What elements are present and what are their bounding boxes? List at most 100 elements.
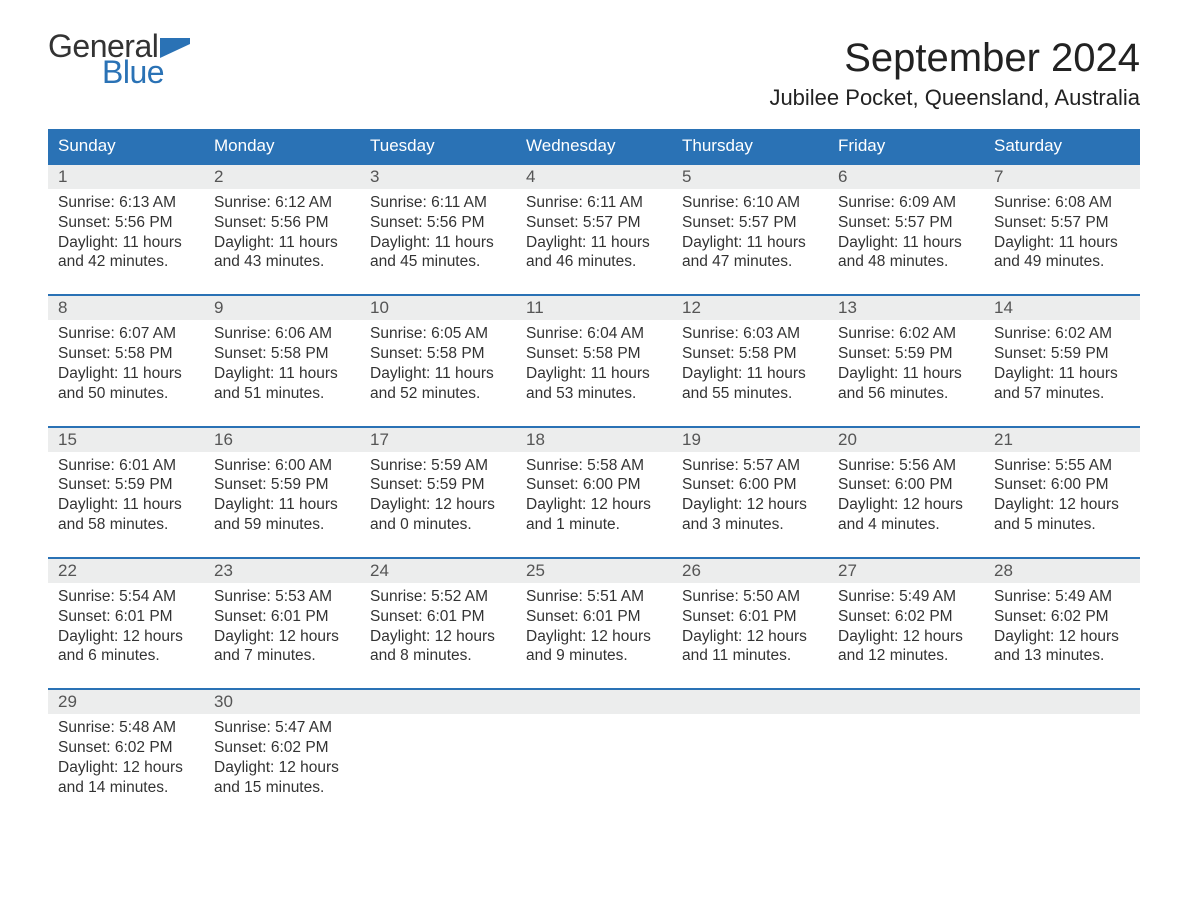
day-sunset: Sunset: 5:59 PM [214,475,350,495]
day-body: Sunrise: 5:49 AMSunset: 6:02 PMDaylight:… [984,583,1130,666]
day-dl1: Daylight: 11 hours [370,233,506,253]
logo-word2: Blue [102,56,190,88]
week-body-row: Sunrise: 6:07 AMSunset: 5:58 PMDaylight:… [48,320,1140,403]
day-body: Sunrise: 6:12 AMSunset: 5:56 PMDaylight:… [204,189,350,272]
week-body-row: Sunrise: 6:01 AMSunset: 5:59 PMDaylight:… [48,452,1140,535]
day-dl1: Daylight: 11 hours [682,233,818,253]
day-number: 8 [48,296,204,320]
day-cell: Sunrise: 5:52 AMSunset: 6:01 PMDaylight:… [360,583,516,666]
day-sunset: Sunset: 5:59 PM [370,475,506,495]
day-cell [828,714,984,797]
weekday-header: Sunday [48,129,204,163]
day-dl1: Daylight: 11 hours [370,364,506,384]
day-sunrise: Sunrise: 6:12 AM [214,193,350,213]
day-sunrise: Sunrise: 6:04 AM [526,324,662,344]
day-number: 27 [828,559,984,583]
day-dl2: and 7 minutes. [214,646,350,666]
day-sunset: Sunset: 5:59 PM [58,475,194,495]
day-dl1: Daylight: 11 hours [214,495,350,515]
day-cell: Sunrise: 5:59 AMSunset: 5:59 PMDaylight:… [360,452,516,535]
day-sunset: Sunset: 6:01 PM [370,607,506,627]
day-number: 25 [516,559,672,583]
day-dl1: Daylight: 11 hours [58,364,194,384]
day-body: Sunrise: 6:00 AMSunset: 5:59 PMDaylight:… [204,452,350,535]
daynum-band: 15161718192021 [48,428,1140,452]
day-cell: Sunrise: 6:11 AMSunset: 5:57 PMDaylight:… [516,189,672,272]
day-cell [360,714,516,797]
day-cell [672,714,828,797]
day-body: Sunrise: 6:11 AMSunset: 5:56 PMDaylight:… [360,189,506,272]
week-body-row: Sunrise: 6:13 AMSunset: 5:56 PMDaylight:… [48,189,1140,272]
day-number: 24 [360,559,516,583]
day-number [672,690,828,714]
calendar-week: 891011121314Sunrise: 6:07 AMSunset: 5:58… [48,294,1140,403]
calendar-week: 2930Sunrise: 5:48 AMSunset: 6:02 PMDayli… [48,688,1140,797]
daynum-band: 22232425262728 [48,559,1140,583]
day-sunset: Sunset: 6:01 PM [58,607,194,627]
day-body: Sunrise: 6:05 AMSunset: 5:58 PMDaylight:… [360,320,506,403]
day-sunset: Sunset: 6:02 PM [58,738,194,758]
day-body: Sunrise: 5:58 AMSunset: 6:00 PMDaylight:… [516,452,662,535]
day-dl1: Daylight: 12 hours [994,495,1130,515]
day-dl1: Daylight: 12 hours [58,627,194,647]
day-cell: Sunrise: 6:07 AMSunset: 5:58 PMDaylight:… [48,320,204,403]
day-dl1: Daylight: 12 hours [370,627,506,647]
day-sunset: Sunset: 6:01 PM [214,607,350,627]
day-cell: Sunrise: 5:49 AMSunset: 6:02 PMDaylight:… [828,583,984,666]
day-cell: Sunrise: 6:02 AMSunset: 5:59 PMDaylight:… [828,320,984,403]
day-cell: Sunrise: 5:49 AMSunset: 6:02 PMDaylight:… [984,583,1140,666]
day-number [360,690,516,714]
page-header: General Blue September 2024 Jubilee Pock… [48,30,1140,123]
day-body: Sunrise: 6:13 AMSunset: 5:56 PMDaylight:… [48,189,194,272]
day-number [984,690,1140,714]
day-sunrise: Sunrise: 5:54 AM [58,587,194,607]
day-sunrise: Sunrise: 5:57 AM [682,456,818,476]
day-sunrise: Sunrise: 6:02 AM [994,324,1130,344]
day-dl2: and 56 minutes. [838,384,974,404]
day-sunrise: Sunrise: 5:49 AM [994,587,1130,607]
day-dl1: Daylight: 12 hours [994,627,1130,647]
day-dl2: and 6 minutes. [58,646,194,666]
day-number: 7 [984,165,1140,189]
day-cell: Sunrise: 6:12 AMSunset: 5:56 PMDaylight:… [204,189,360,272]
weekday-header: Thursday [672,129,828,163]
day-sunrise: Sunrise: 6:06 AM [214,324,350,344]
day-cell: Sunrise: 5:53 AMSunset: 6:01 PMDaylight:… [204,583,360,666]
weekday-header: Saturday [984,129,1140,163]
day-dl1: Daylight: 11 hours [838,364,974,384]
day-cell: Sunrise: 6:09 AMSunset: 5:57 PMDaylight:… [828,189,984,272]
day-number: 10 [360,296,516,320]
day-body: Sunrise: 5:47 AMSunset: 6:02 PMDaylight:… [204,714,350,797]
day-sunrise: Sunrise: 6:13 AM [58,193,194,213]
day-sunrise: Sunrise: 5:55 AM [994,456,1130,476]
day-dl1: Daylight: 12 hours [526,627,662,647]
day-cell: Sunrise: 5:47 AMSunset: 6:02 PMDaylight:… [204,714,360,797]
day-number: 18 [516,428,672,452]
calendar-week: 1234567Sunrise: 6:13 AMSunset: 5:56 PMDa… [48,163,1140,272]
day-sunrise: Sunrise: 5:56 AM [838,456,974,476]
day-body: Sunrise: 6:01 AMSunset: 5:59 PMDaylight:… [48,452,194,535]
weekday-header: Tuesday [360,129,516,163]
day-cell: Sunrise: 5:54 AMSunset: 6:01 PMDaylight:… [48,583,204,666]
day-number: 12 [672,296,828,320]
day-dl2: and 48 minutes. [838,252,974,272]
day-cell [984,714,1140,797]
day-sunrise: Sunrise: 6:07 AM [58,324,194,344]
day-dl2: and 59 minutes. [214,515,350,535]
calendar-week: 15161718192021Sunrise: 6:01 AMSunset: 5:… [48,426,1140,535]
week-body-row: Sunrise: 5:48 AMSunset: 6:02 PMDaylight:… [48,714,1140,797]
day-sunset: Sunset: 6:01 PM [682,607,818,627]
day-sunset: Sunset: 5:57 PM [682,213,818,233]
day-body: Sunrise: 6:10 AMSunset: 5:57 PMDaylight:… [672,189,818,272]
day-dl2: and 46 minutes. [526,252,662,272]
weekday-header: Wednesday [516,129,672,163]
day-number: 28 [984,559,1140,583]
day-number: 13 [828,296,984,320]
day-body: Sunrise: 5:48 AMSunset: 6:02 PMDaylight:… [48,714,194,797]
day-dl2: and 13 minutes. [994,646,1130,666]
day-sunrise: Sunrise: 6:05 AM [370,324,506,344]
day-body: Sunrise: 6:02 AMSunset: 5:59 PMDaylight:… [984,320,1130,403]
day-number: 22 [48,559,204,583]
day-sunrise: Sunrise: 5:48 AM [58,718,194,738]
day-sunset: Sunset: 6:00 PM [682,475,818,495]
